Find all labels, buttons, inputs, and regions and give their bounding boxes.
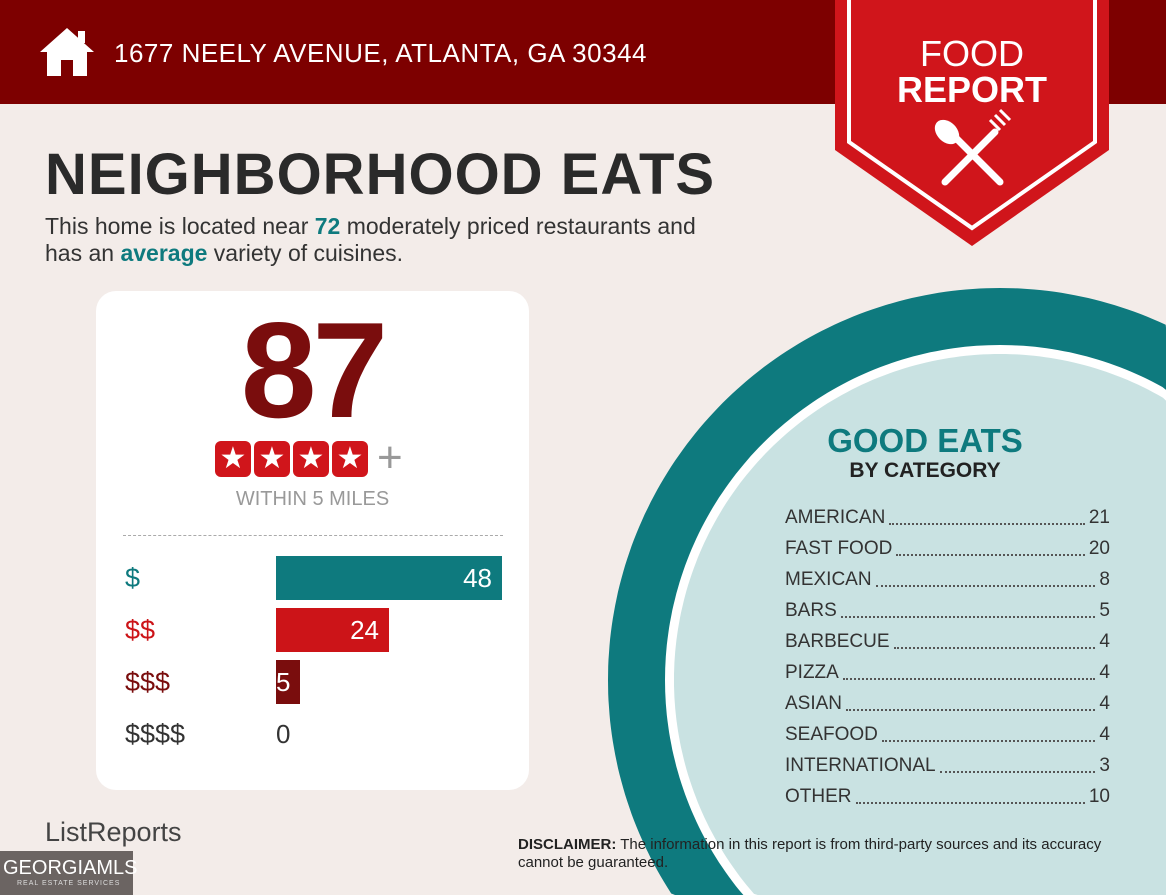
- category-name: OTHER: [785, 785, 852, 807]
- score-card: [96, 291, 529, 790]
- price-bar: 48: [276, 556, 502, 600]
- price-bar: 5: [276, 660, 300, 704]
- dot-leader: [893, 635, 1096, 649]
- category-count: 21: [1088, 506, 1110, 528]
- dot-leader: [840, 604, 1096, 618]
- category-count: 5: [1099, 599, 1110, 621]
- category-row: INTERNATIONAL 3: [785, 750, 1110, 781]
- star-icon: ★: [215, 441, 251, 477]
- category-name: MEXICAN: [785, 568, 872, 590]
- home-icon: [40, 28, 94, 76]
- price-bar-value: 0: [276, 719, 291, 749]
- page-title: NEIGHBORHOOD EATS: [45, 142, 716, 207]
- price-label: $$: [125, 615, 156, 645]
- food-report-badge: [835, 0, 1109, 246]
- dot-leader: [842, 666, 1096, 680]
- category-name: BARS: [785, 599, 837, 621]
- category-row: ASIAN 4: [785, 688, 1110, 719]
- category-row: MEXICAN 8: [785, 564, 1110, 595]
- category-name: INTERNATIONAL: [785, 754, 936, 776]
- fork-spoon-icon: [941, 128, 1004, 186]
- category-count: 4: [1099, 661, 1110, 683]
- category-count: 20: [1088, 537, 1110, 559]
- category-name: PIZZA: [785, 661, 839, 683]
- star-icon: ★: [332, 441, 368, 477]
- address: 1677 NEELY AVENUE, ATLANTA, GA 30344: [114, 38, 647, 68]
- disclaimer: DISCLAIMER: The information in this repo…: [518, 836, 1102, 871]
- circle-ring: [674, 354, 1166, 895]
- category-count: 3: [1099, 754, 1110, 776]
- categories-heading: GOOD EATS BY CATEGORY: [827, 422, 1023, 483]
- score-value: 87: [240, 294, 388, 446]
- category-row: PIZZA 4: [785, 657, 1110, 688]
- divider: [123, 535, 503, 536]
- category-row: BARBECUE 4: [785, 626, 1110, 657]
- category-count: 4: [1099, 630, 1110, 652]
- category-count: 10: [1088, 785, 1110, 807]
- category-list: AMERICAN 21 FAST FOOD 20 MEXICAN 8 BARS 5 BARBEC…: [785, 502, 1110, 812]
- category-count: 8: [1099, 568, 1110, 590]
- dot-leader: [889, 511, 1085, 525]
- category-row: AMERICAN 21: [785, 502, 1110, 533]
- star-rating: ★ ★ ★ ★: [215, 441, 368, 477]
- price-label: $$$$: [125, 719, 186, 749]
- star-icon: ★: [293, 441, 329, 477]
- category-name: FAST FOOD: [785, 537, 893, 559]
- plus-icon: +: [377, 433, 403, 482]
- category-count: 4: [1099, 723, 1110, 745]
- dot-leader: [939, 759, 1096, 773]
- price-bar: 24: [276, 608, 389, 652]
- category-name: SEAFOOD: [785, 723, 878, 745]
- price-label: $$$: [125, 667, 171, 697]
- category-row: OTHER 10: [785, 781, 1110, 812]
- listreports-logo: ListReports: [45, 817, 182, 847]
- category-row: FAST FOOD 20: [785, 533, 1110, 564]
- radius-label: WITHIN 5 MILES: [235, 488, 390, 510]
- category-name: ASIAN: [785, 692, 843, 714]
- dot-leader: [896, 542, 1085, 556]
- category-name: BARBECUE: [785, 630, 890, 652]
- badge-title: FOOD REPORT: [896, 33, 1047, 110]
- georgia-mls-logo: GEORGIAMLS REAL ESTATE SERVICES: [0, 851, 137, 895]
- star-icon: ★: [254, 441, 290, 477]
- category-row: SEAFOOD 4: [785, 719, 1110, 750]
- dot-leader: [881, 728, 1096, 742]
- category-count: 4: [1099, 692, 1110, 714]
- category-name: AMERICAN: [785, 506, 886, 528]
- subtitle: This home is located near 72 moderately …: [45, 213, 696, 266]
- dot-leader: [875, 573, 1096, 587]
- dot-leader: [855, 790, 1085, 804]
- dot-leader: [846, 697, 1096, 711]
- price-label: $: [125, 563, 141, 593]
- category-row: BARS 5: [785, 595, 1110, 626]
